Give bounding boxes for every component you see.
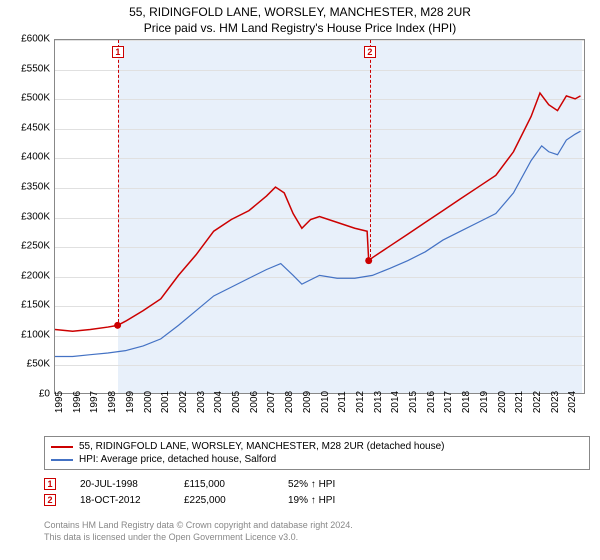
sale-marker-box: 2 — [364, 46, 376, 58]
sales-table: 1 20-JUL-1998 £115,000 52% ↑ HPI 2 18-OCT-201… — [44, 476, 590, 508]
plot-area: 12 — [54, 39, 585, 394]
y-tick-label: £550K — [21, 63, 50, 74]
x-tick-label: 2023 — [550, 391, 561, 413]
title-block: 55, RIDINGFOLD LANE, WORSLEY, MANCHESTER… — [10, 5, 590, 35]
legend-swatch — [51, 459, 73, 461]
footer-line-1: Contains HM Land Registry data © Crown c… — [44, 520, 590, 532]
sales-price: £225,000 — [184, 495, 264, 506]
x-tick-label: 2010 — [320, 391, 331, 413]
x-tick-label: 2007 — [266, 391, 277, 413]
y-tick-label: £500K — [21, 93, 50, 104]
sales-vs-hpi: 19% ↑ HPI — [288, 495, 368, 506]
y-tick-label: £250K — [21, 241, 50, 252]
legend-row: 55, RIDINGFOLD LANE, WORSLEY, MANCHESTER… — [51, 440, 583, 453]
legend-row: HPI: Average price, detached house, Salf… — [51, 453, 583, 466]
x-tick-label: 2024 — [567, 391, 578, 413]
y-tick-label: £350K — [21, 181, 50, 192]
y-axis: £0£50K£100K£150K£200K£250K£300K£350K£400… — [10, 39, 52, 394]
x-axis: 1995199619971998199920002001200220032004… — [54, 397, 585, 435]
x-tick-label: 1996 — [72, 391, 83, 413]
x-tick-label: 2018 — [461, 391, 472, 413]
sales-row-marker: 2 — [44, 494, 56, 506]
y-tick-label: £100K — [21, 329, 50, 340]
legend-label: 55, RIDINGFOLD LANE, WORSLEY, MANCHESTER… — [79, 441, 445, 452]
sales-price: £115,000 — [184, 479, 264, 490]
chart-subtitle: Price paid vs. HM Land Registry's House … — [10, 21, 590, 35]
sale-marker-box: 1 — [112, 46, 124, 58]
x-tick-label: 2009 — [302, 391, 313, 413]
sales-vs-hpi: 52% ↑ HPI — [288, 479, 368, 490]
footer-attribution: Contains HM Land Registry data © Crown c… — [44, 520, 590, 543]
x-tick-label: 2001 — [160, 391, 171, 413]
y-tick-label: £450K — [21, 122, 50, 133]
sales-row-marker: 1 — [44, 478, 56, 490]
y-tick-label: £300K — [21, 211, 50, 222]
x-tick-label: 2006 — [249, 391, 260, 413]
chart-container: 55, RIDINGFOLD LANE, WORSLEY, MANCHESTER… — [0, 0, 600, 560]
x-tick-label: 2002 — [178, 391, 189, 413]
x-tick-label: 2020 — [497, 391, 508, 413]
x-tick-label: 2017 — [443, 391, 454, 413]
x-tick-label: 2022 — [532, 391, 543, 413]
y-tick-label: £600K — [21, 34, 50, 45]
x-tick-label: 2003 — [196, 391, 207, 413]
x-tick-label: 1995 — [54, 391, 65, 413]
sale-marker-line — [370, 40, 371, 262]
x-tick-label: 2000 — [143, 391, 154, 413]
x-tick-label: 2005 — [231, 391, 242, 413]
chart-title: 55, RIDINGFOLD LANE, WORSLEY, MANCHESTER… — [10, 5, 590, 19]
chart-area: £0 £50K £100K £150K £200K £250K £300K £350K £400… — [10, 39, 590, 434]
sales-date: 18-OCT-2012 — [80, 495, 160, 506]
sales-row: 1 20-JUL-1998 £115,000 52% ↑ HPI — [44, 476, 590, 492]
y-tick-label: £0 — [39, 389, 50, 400]
x-tick-label: 2008 — [284, 391, 295, 413]
legend-label: HPI: Average price, detached house, Salf… — [79, 454, 276, 465]
sale-marker-line — [118, 40, 119, 327]
series-price_paid — [55, 93, 581, 331]
x-tick-label: 2021 — [514, 391, 525, 413]
y-tick-label: £400K — [21, 152, 50, 163]
x-tick-label: 2016 — [426, 391, 437, 413]
x-tick-label: 2012 — [355, 391, 366, 413]
footer-line-2: This data is licensed under the Open Gov… — [44, 532, 590, 544]
legend: 55, RIDINGFOLD LANE, WORSLEY, MANCHESTER… — [44, 436, 590, 470]
legend-swatch — [51, 446, 73, 448]
y-tick-label: £200K — [21, 270, 50, 281]
series-hpi — [55, 131, 581, 356]
sale-marker-dot — [365, 257, 372, 264]
x-tick-label: 2011 — [337, 391, 348, 413]
line-svg — [55, 40, 584, 393]
x-tick-label: 2013 — [373, 391, 384, 413]
x-tick-label: 1999 — [125, 391, 136, 413]
x-tick-label: 2015 — [408, 391, 419, 413]
y-tick-label: £50K — [27, 359, 50, 370]
sales-date: 20-JUL-1998 — [80, 479, 160, 490]
y-tick-label: £150K — [21, 300, 50, 311]
x-tick-label: 2019 — [479, 391, 490, 413]
x-tick-label: 2004 — [213, 391, 224, 413]
x-tick-label: 1997 — [89, 391, 100, 413]
x-tick-label: 1998 — [107, 391, 118, 413]
sales-row: 2 18-OCT-2012 £225,000 19% ↑ HPI — [44, 492, 590, 508]
x-tick-label: 2014 — [390, 391, 401, 413]
